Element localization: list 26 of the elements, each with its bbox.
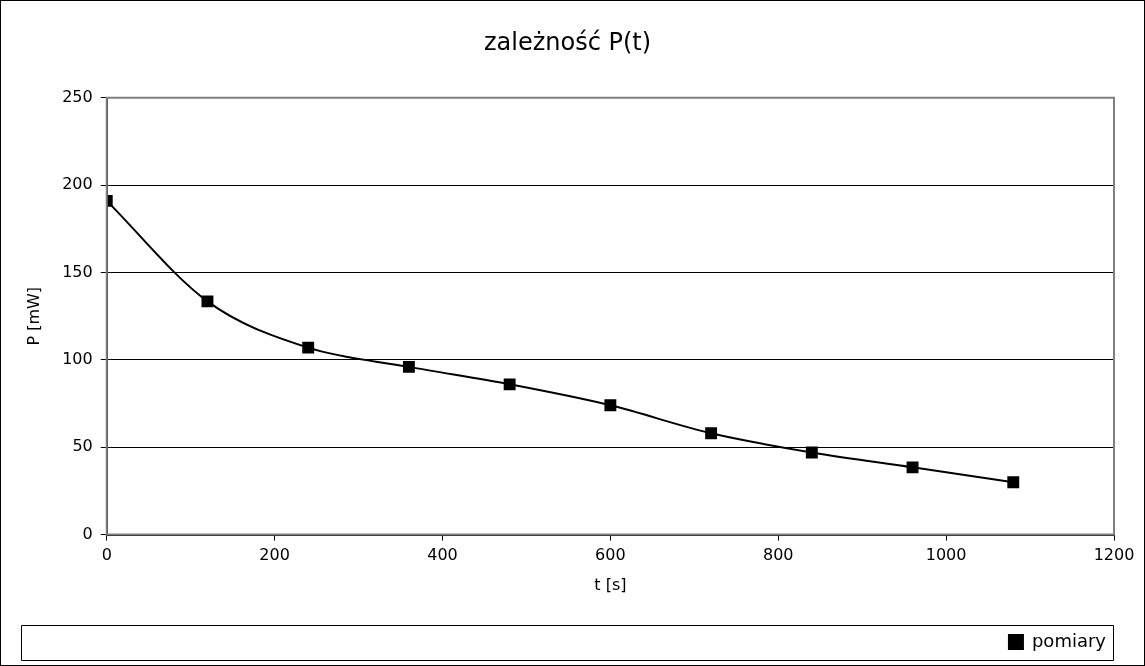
x-tick-label: 800: [762, 545, 794, 565]
point: [302, 341, 315, 354]
point: [705, 427, 718, 440]
point: [604, 399, 617, 412]
x-tick-label: 400: [427, 545, 458, 565]
point: [906, 461, 919, 474]
legend-label: pomiary: [1031, 629, 1107, 651]
y-axis-title: P [mW]: [23, 286, 43, 346]
x-tick-label: 1200: [1093, 545, 1135, 565]
point: [805, 446, 818, 459]
point: [503, 378, 516, 391]
x-tick-label: 200: [259, 545, 290, 565]
y-tick-label: 200: [62, 174, 93, 194]
chart-title: zależność P(t): [483, 27, 652, 56]
x-tick-label: 600: [595, 545, 626, 565]
x-tick-label: 0: [101, 545, 112, 565]
x-tick-label: 1000: [925, 545, 967, 565]
y-tick-label: 100: [62, 349, 93, 369]
y-tick-label: 50: [72, 436, 93, 456]
point: [402, 360, 415, 373]
x-axis-title: t [s]: [594, 574, 627, 594]
y-tick-label: 250: [62, 86, 93, 106]
y-tick-label: 150: [62, 261, 93, 281]
y-tick-label: 0: [82, 523, 93, 543]
point: [1007, 476, 1020, 489]
point: [201, 295, 214, 308]
